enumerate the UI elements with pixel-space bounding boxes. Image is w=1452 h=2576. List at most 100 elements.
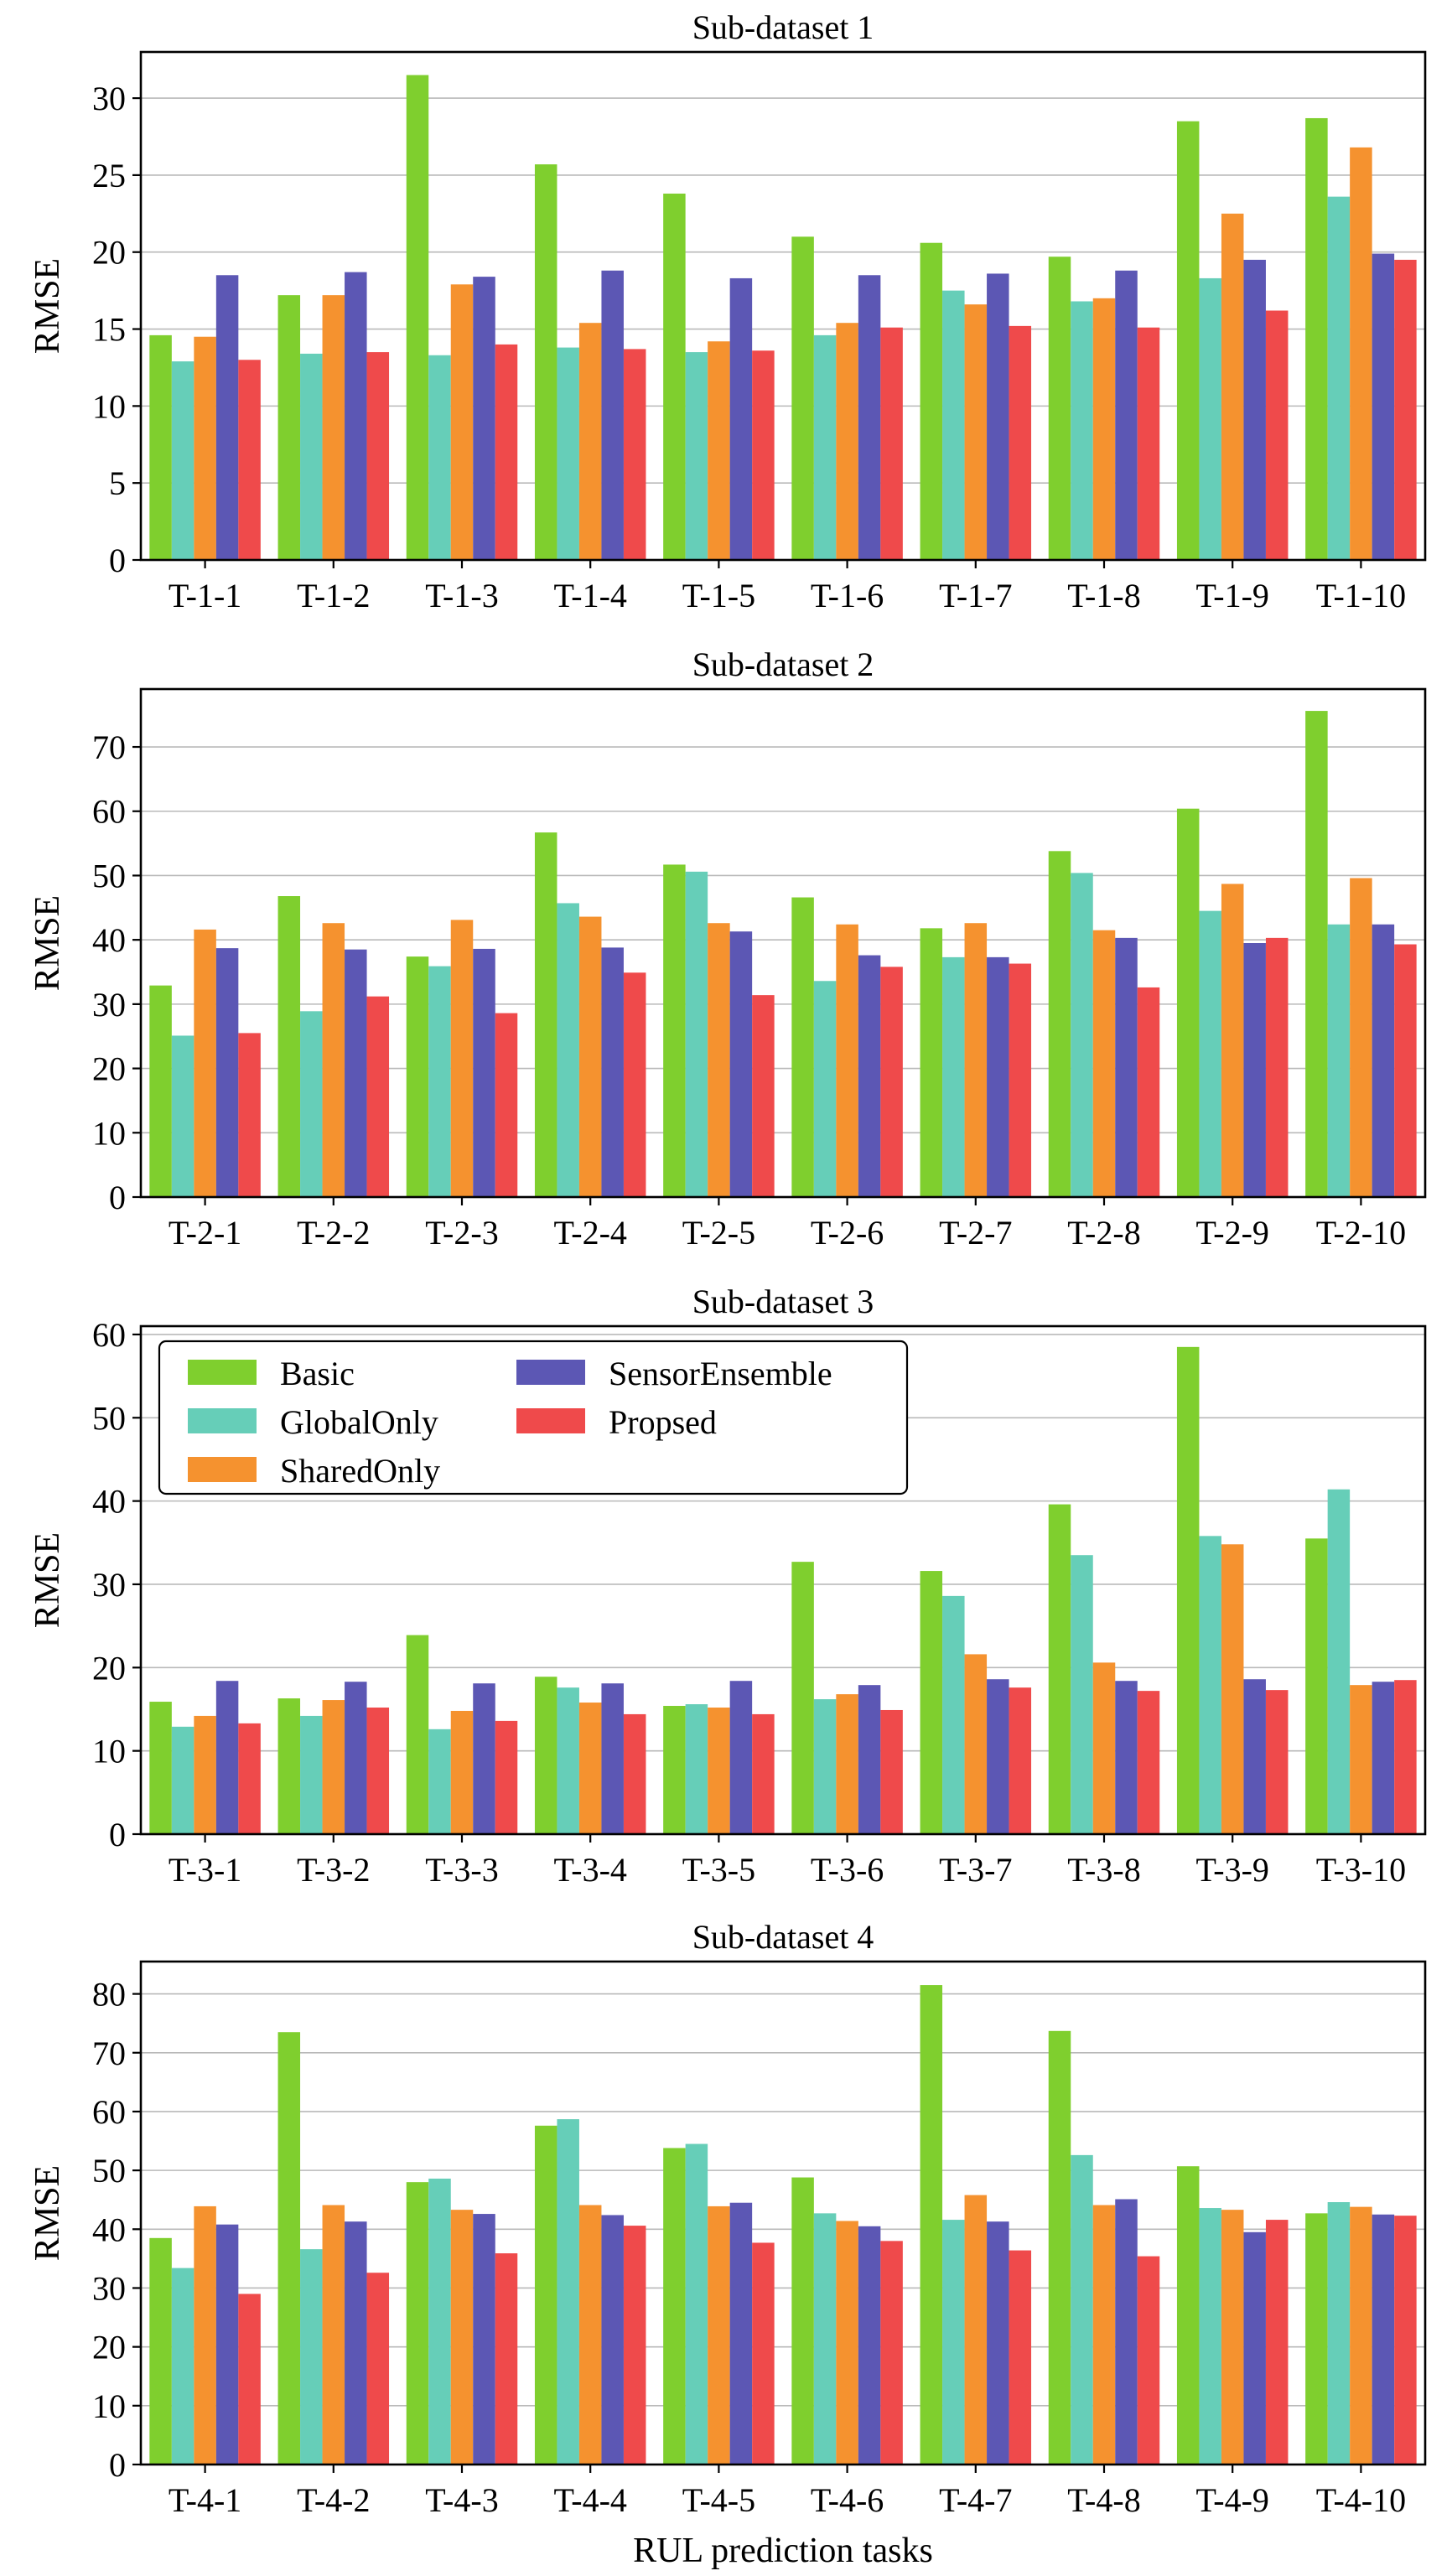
bar-globalonly-t-1-9 <box>1199 277 1221 560</box>
bar-basic-t-4-10 <box>1305 2213 1328 2465</box>
y-tick-label: 60 <box>92 1316 126 1354</box>
x-tick-label: T-3-2 <box>297 1851 370 1889</box>
y-tick-label: 20 <box>92 1649 126 1687</box>
bar-globalonly-t-3-5 <box>685 1704 708 1834</box>
legend-swatch-sharedonly <box>188 1457 257 1482</box>
bar-basic-t-2-6 <box>791 897 814 1197</box>
x-tick-label: T-2-2 <box>297 1214 370 1252</box>
y-tick-label: 20 <box>92 1050 126 1088</box>
bar-sensorensemble-t-3-1 <box>215 1681 239 1834</box>
bar-globalonly-t-3-8 <box>1071 1555 1093 1834</box>
bar-sensorensemble-t-1-5 <box>729 277 753 560</box>
bar-globalonly-t-4-3 <box>428 2178 451 2465</box>
bar-sharedonly-t-4-10 <box>1350 2206 1372 2465</box>
bar-sensorensemble-t-2-10 <box>1372 924 1395 1197</box>
legend-label-sensorensemble: SensorEnsemble <box>609 1355 832 1392</box>
bar-propsed-t-3-4 <box>623 1713 646 1834</box>
x-tick-label: T-4-5 <box>682 2481 755 2519</box>
bar-sharedonly-t-2-3 <box>450 920 474 1197</box>
y-axis-label: RMSE <box>29 258 67 354</box>
x-tick-label: T-3-3 <box>425 1851 498 1889</box>
bar-basic-t-4-7 <box>920 1985 943 2465</box>
bar-basic-t-2-9 <box>1176 808 1200 1197</box>
bar-sensorensemble-t-1-4 <box>601 270 624 560</box>
bar-sensorensemble-t-3-7 <box>987 1679 1009 1834</box>
y-tick-label: 60 <box>92 2093 126 2131</box>
x-tick-label: T-1-5 <box>682 577 755 614</box>
legend-swatch-sensorensemble <box>516 1360 585 1385</box>
bar-sharedonly-t-3-4 <box>578 1703 602 1834</box>
y-tick-label: 30 <box>92 2269 126 2307</box>
plot-frame <box>139 1960 1427 2466</box>
bar-globalonly-t-2-9 <box>1199 910 1221 1197</box>
plot-frame <box>139 50 1427 562</box>
bar-basic-t-3-10 <box>1305 1538 1328 1834</box>
bar-globalonly-t-3-6 <box>813 1699 837 1834</box>
y-tick-label: 25 <box>92 157 126 194</box>
bar-globalonly-t-1-2 <box>300 353 323 560</box>
legend-swatch-basic <box>188 1360 257 1385</box>
legend-label-globalonly: GlobalOnly <box>280 1403 438 1441</box>
bar-sharedonly-t-3-5 <box>708 1707 730 1834</box>
x-tick-label: T-3-9 <box>1195 1851 1268 1889</box>
x-tick-label: T-1-8 <box>1067 577 1140 614</box>
bar-propsed-t-4-10 <box>1394 2216 1417 2465</box>
bar-sensorensemble-t-3-3 <box>473 1683 495 1834</box>
x-tick-label: T-1-10 <box>1316 577 1406 614</box>
bar-sharedonly-t-1-10 <box>1350 147 1372 560</box>
bar-basic-t-1-4 <box>534 164 557 560</box>
bar-sensorensemble-t-1-9 <box>1243 259 1266 560</box>
bar-sharedonly-t-3-8 <box>1092 1662 1116 1834</box>
bar-sharedonly-t-3-10 <box>1350 1685 1372 1834</box>
bar-globalonly-t-4-9 <box>1199 2208 1221 2465</box>
y-tick-label: 60 <box>92 793 126 831</box>
y-tick-label: 40 <box>92 921 126 959</box>
bar-basic-t-4-6 <box>791 2177 814 2465</box>
y-tick-label: 50 <box>92 1399 126 1437</box>
x-tick-label: T-4-4 <box>553 2481 626 2519</box>
bar-sharedonly-t-4-3 <box>450 2210 474 2465</box>
x-tick-label: T-2-3 <box>425 1214 498 1252</box>
x-tick-label: T-1-1 <box>169 577 241 614</box>
bar-globalonly-t-1-5 <box>685 352 708 560</box>
bar-sensorensemble-t-1-2 <box>345 272 367 560</box>
y-tick-label: 0 <box>109 1179 126 1216</box>
bar-sensorensemble-t-2-3 <box>473 948 495 1197</box>
bar-basic-t-4-8 <box>1048 2030 1071 2465</box>
y-tick-label: 30 <box>92 986 126 1024</box>
bar-basic-t-4-9 <box>1176 2166 1200 2465</box>
bar-sharedonly-t-2-9 <box>1221 884 1244 1197</box>
bar-globalonly-t-4-2 <box>300 2249 323 2465</box>
y-tick-label: 0 <box>109 542 126 579</box>
bar-propsed-t-1-8 <box>1137 327 1160 560</box>
bar-basic-t-2-5 <box>663 864 686 1197</box>
bar-globalonly-t-3-4 <box>557 1687 579 1834</box>
legend-label-sharedonly: SharedOnly <box>280 1452 440 1490</box>
bar-sharedonly-t-3-7 <box>964 1654 988 1834</box>
x-tick-label: T-3-6 <box>811 1851 884 1889</box>
x-tick-label: T-4-3 <box>425 2481 498 2519</box>
bar-propsed-t-4-9 <box>1265 2220 1289 2465</box>
bar-sensorensemble-t-4-10 <box>1372 2214 1395 2465</box>
bar-propsed-t-2-3 <box>495 1013 518 1197</box>
bar-sensorensemble-t-2-6 <box>858 955 881 1197</box>
x-tick-label: T-3-5 <box>682 1851 755 1889</box>
bar-basic-t-4-1 <box>149 2237 172 2465</box>
bar-sharedonly-t-3-9 <box>1221 1544 1244 1834</box>
plot-frame <box>139 687 1427 1199</box>
chart-panel-3: Sub-dataset 3 0 10 20 30 40 50 60 RMSE T-3-1 T-3-2… <box>29 1283 1427 1889</box>
bar-globalonly-t-4-7 <box>942 2220 965 2465</box>
bar-basic-t-2-2 <box>277 896 301 1197</box>
x-tick-label: T-1-6 <box>811 577 884 614</box>
bar-sharedonly-t-4-5 <box>708 2205 730 2465</box>
bar-basic-t-3-1 <box>149 1702 172 1834</box>
bar-globalonly-t-4-1 <box>171 2268 194 2465</box>
bar-propsed-t-3-8 <box>1137 1691 1160 1834</box>
bar-basic-t-3-7 <box>920 1571 943 1834</box>
bar-propsed-t-1-10 <box>1394 259 1417 560</box>
x-tick-label: T-4-1 <box>169 2481 241 2519</box>
bar-globalonly-t-3-3 <box>428 1729 451 1834</box>
y-tick-label: 10 <box>92 387 126 425</box>
bar-sharedonly-t-2-4 <box>578 916 602 1197</box>
bar-propsed-t-4-5 <box>752 2242 775 2465</box>
